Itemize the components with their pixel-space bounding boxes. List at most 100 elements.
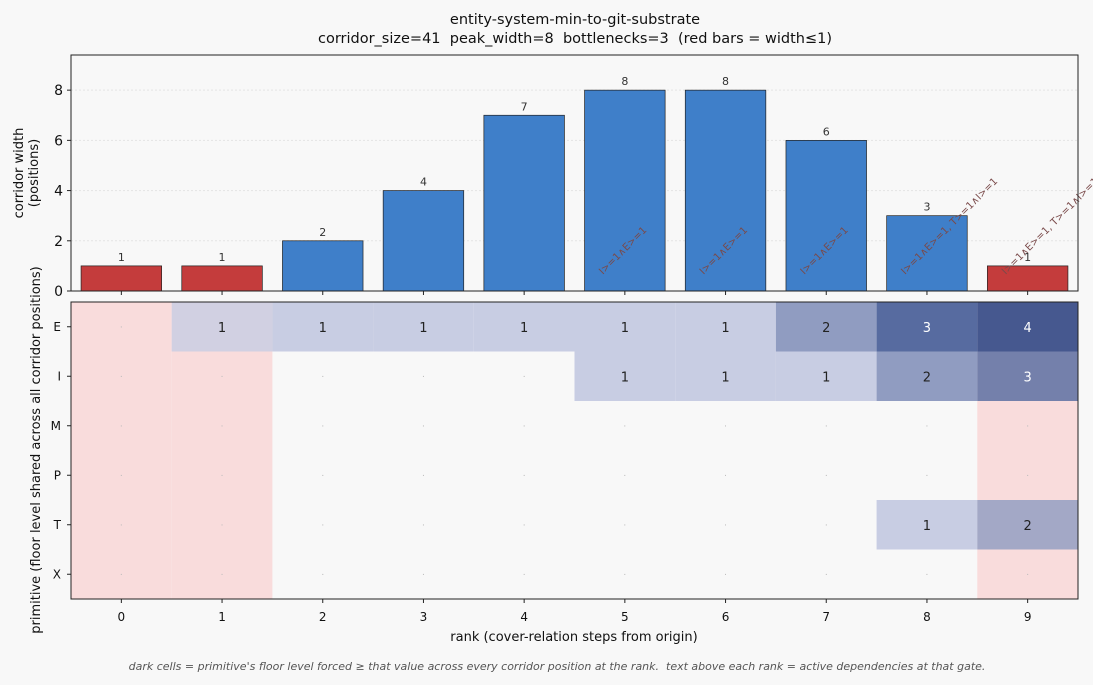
bar-y-tick-label: 4 bbox=[54, 184, 63, 200]
bar-y-axis-label: corridor width (positions) bbox=[12, 128, 42, 219]
heatmap-empty-marker: · bbox=[120, 521, 123, 531]
bar-y-axis-label-line: (positions) bbox=[27, 139, 42, 207]
heatmap-row-label: P bbox=[54, 468, 61, 482]
heatmap-empty-marker: · bbox=[724, 521, 727, 531]
heatmap-column-label: 3 bbox=[420, 610, 428, 624]
heatmap-cell-value: 1 bbox=[923, 519, 931, 534]
heatmap-cell-value: 1 bbox=[520, 321, 528, 336]
heatmap-empty-marker: · bbox=[926, 471, 929, 481]
heatmap-cell bbox=[977, 351, 1078, 401]
heatmap-empty-marker: · bbox=[523, 570, 526, 580]
heatmap-column-label: 4 bbox=[520, 610, 528, 624]
heatmap-column-label: 2 bbox=[319, 610, 327, 624]
heatmap-empty-marker: · bbox=[221, 521, 224, 531]
heatmap-empty-marker: · bbox=[321, 570, 324, 580]
heatmap-cell bbox=[977, 500, 1078, 550]
heatmap-empty-marker: · bbox=[724, 471, 727, 481]
heatmap-empty-marker: · bbox=[523, 422, 526, 432]
heatmap-empty-marker: · bbox=[926, 422, 929, 432]
footnote: dark cells = primitive's floor level for… bbox=[129, 660, 986, 673]
heatmap-row-label: X bbox=[53, 567, 61, 581]
heatmap-empty-marker: · bbox=[523, 471, 526, 481]
heatmap-cell-value: 1 bbox=[822, 370, 830, 385]
heatmap-empty-marker: · bbox=[523, 372, 526, 382]
heatmap-empty-marker: · bbox=[422, 570, 425, 580]
heatmap-cell-value: 1 bbox=[319, 321, 327, 336]
bar-value-label: 2 bbox=[319, 226, 326, 239]
chart-subtitle: corridor_size=41 peak_width=8 bottleneck… bbox=[318, 31, 832, 47]
heatmap-cell bbox=[473, 302, 575, 352]
heatmap-empty-marker: · bbox=[221, 570, 224, 580]
heatmap-row-label: I bbox=[57, 369, 61, 383]
heatmap-empty-marker: · bbox=[120, 422, 123, 432]
heatmap-cell-value: 2 bbox=[1024, 519, 1032, 534]
bar-value-label: 8 bbox=[621, 75, 628, 88]
bar-y-axis-label-line: corridor width bbox=[12, 128, 27, 219]
bar bbox=[181, 265, 263, 292]
bar-value-label: 6 bbox=[823, 125, 830, 138]
heatmap-cell-value: 1 bbox=[721, 370, 729, 385]
heatmap-column-label: 1 bbox=[218, 610, 226, 624]
heatmap-cell bbox=[876, 302, 978, 352]
bar-value-label: 7 bbox=[521, 100, 528, 113]
heatmap-cell bbox=[876, 500, 978, 550]
heatmap-empty-marker: · bbox=[623, 521, 626, 531]
bar-y-tick-label: 8 bbox=[54, 83, 63, 99]
heatmap-y-axis-label: primitive (floor level shared across all… bbox=[29, 266, 44, 633]
bar bbox=[785, 140, 867, 292]
bar-value-label: 4 bbox=[420, 176, 427, 189]
heatmap-panel: · 1 1 1 1 1 1 2 3 4 · · · · · 1 1 1 2 3 · · · · · · · · · · · · · · · · · · · ·… bbox=[51, 301, 1079, 624]
heatmap-row-label: E bbox=[53, 320, 61, 334]
heatmap-column-label: 7 bbox=[822, 610, 830, 624]
bar-y-tick-label: 6 bbox=[54, 133, 63, 149]
heatmap-empty-marker: · bbox=[120, 323, 123, 333]
heatmap-empty-marker: · bbox=[321, 372, 324, 382]
heatmap-cell bbox=[574, 351, 676, 401]
heatmap-empty-marker: · bbox=[221, 471, 224, 481]
heatmap-row-label: T bbox=[53, 518, 62, 532]
heatmap-empty-marker: · bbox=[221, 422, 224, 432]
heatmap-empty-marker: · bbox=[724, 570, 727, 580]
heatmap-cell-value: 1 bbox=[621, 321, 629, 336]
heatmap-row-label: M bbox=[51, 419, 61, 433]
heatmap-column-label: 0 bbox=[118, 610, 126, 624]
heatmap-cell bbox=[977, 302, 1078, 352]
bar-y-tick-label: 0 bbox=[54, 284, 63, 300]
bar-y-tick-label: 2 bbox=[54, 234, 63, 250]
heatmap-x-axis-label: rank (cover-relation steps from origin) bbox=[450, 630, 697, 645]
bar bbox=[282, 240, 364, 292]
heatmap-empty-marker: · bbox=[120, 471, 123, 481]
heatmap-empty-marker: · bbox=[623, 570, 626, 580]
heatmap-empty-marker: · bbox=[321, 471, 324, 481]
bar-value-label: 1 bbox=[1024, 251, 1031, 264]
bar bbox=[382, 190, 465, 292]
heatmap-cell-value: 3 bbox=[923, 321, 931, 336]
heatmap-empty-marker: · bbox=[825, 471, 828, 481]
heatmap-cell-value: 1 bbox=[721, 321, 729, 336]
heatmap-empty-marker: · bbox=[523, 521, 526, 531]
heatmap-empty-marker: · bbox=[1026, 570, 1029, 580]
heatmap-column-label: 6 bbox=[722, 610, 730, 624]
heatmap-cell bbox=[574, 302, 676, 352]
bar bbox=[483, 114, 565, 292]
heatmap-empty-marker: · bbox=[825, 521, 828, 531]
heatmap-cell bbox=[675, 351, 776, 401]
heatmap-empty-marker: · bbox=[825, 570, 828, 580]
heatmap-cell bbox=[775, 351, 877, 401]
heatmap-cell bbox=[675, 302, 776, 352]
heatmap-cell-value: 2 bbox=[923, 370, 931, 385]
bar bbox=[80, 265, 162, 292]
heatmap-empty-marker: · bbox=[422, 471, 425, 481]
heatmap-empty-marker: · bbox=[926, 570, 929, 580]
heatmap-empty-marker: · bbox=[724, 422, 727, 432]
heatmap-frame bbox=[70, 301, 1079, 600]
heatmap-cell-value: 1 bbox=[419, 321, 427, 336]
bar-value-label: 1 bbox=[219, 251, 226, 264]
chart-title: entity-system-min-to-git-substrate bbox=[450, 12, 700, 28]
heatmap-empty-marker: · bbox=[623, 471, 626, 481]
heatmap-cell bbox=[775, 302, 877, 352]
heatmap-cell bbox=[171, 302, 273, 352]
bar-plot-frame bbox=[70, 54, 1079, 292]
heatmap-column-label: 9 bbox=[1024, 610, 1032, 624]
heatmap-cell bbox=[373, 302, 474, 352]
